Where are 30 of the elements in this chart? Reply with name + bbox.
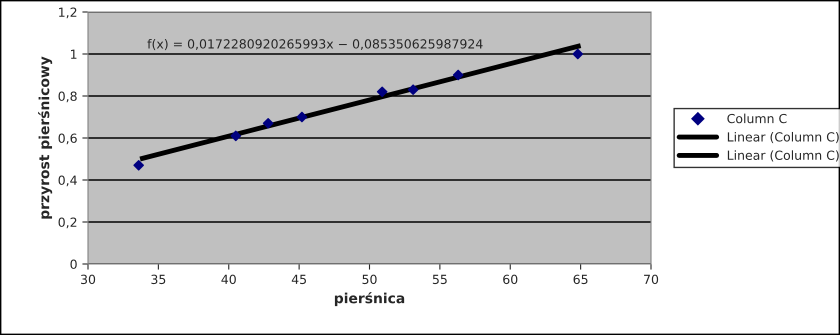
y-tick-label: 1 xyxy=(71,50,76,59)
x-tick-label: 30 xyxy=(81,274,96,284)
point xyxy=(230,130,242,142)
y-tick-label: 0 xyxy=(70,259,77,269)
y-tick-label: 0,6 xyxy=(58,133,77,144)
y-tick-label: 0,4 xyxy=(58,175,77,186)
x-tick-label: 65 xyxy=(574,274,588,284)
legend-label: Column C xyxy=(727,114,787,124)
x-tick-label: 50 xyxy=(362,274,377,284)
point xyxy=(572,48,584,60)
legend-label: Linear (Column C) xyxy=(728,132,839,144)
legend-label: Linear (Column C) xyxy=(728,150,839,162)
point xyxy=(376,86,388,98)
x-axis-title: pierśnica xyxy=(334,292,404,306)
y-tick-label: 0,8 xyxy=(58,91,77,102)
point xyxy=(452,70,464,80)
point xyxy=(133,160,144,171)
x-tick-label: 55 xyxy=(432,274,447,284)
point xyxy=(296,112,308,122)
x-tick-label: 45 xyxy=(292,274,306,284)
x-tick-label: 70 xyxy=(644,274,658,284)
x-tick-label: 35 xyxy=(151,274,166,284)
x-tick-label: 40 xyxy=(221,274,236,284)
point xyxy=(262,118,274,129)
x-tick-label: 60 xyxy=(503,274,518,284)
annotation: f(x) = 0,0172280920265993x − 0,085350625987924 xyxy=(147,38,483,50)
y-tick-label: 0,2 xyxy=(58,217,76,228)
y-axis-title: przyrost pierśnicowy xyxy=(38,56,52,219)
y-tick-label: 1,2 xyxy=(59,7,76,18)
point xyxy=(408,84,418,95)
